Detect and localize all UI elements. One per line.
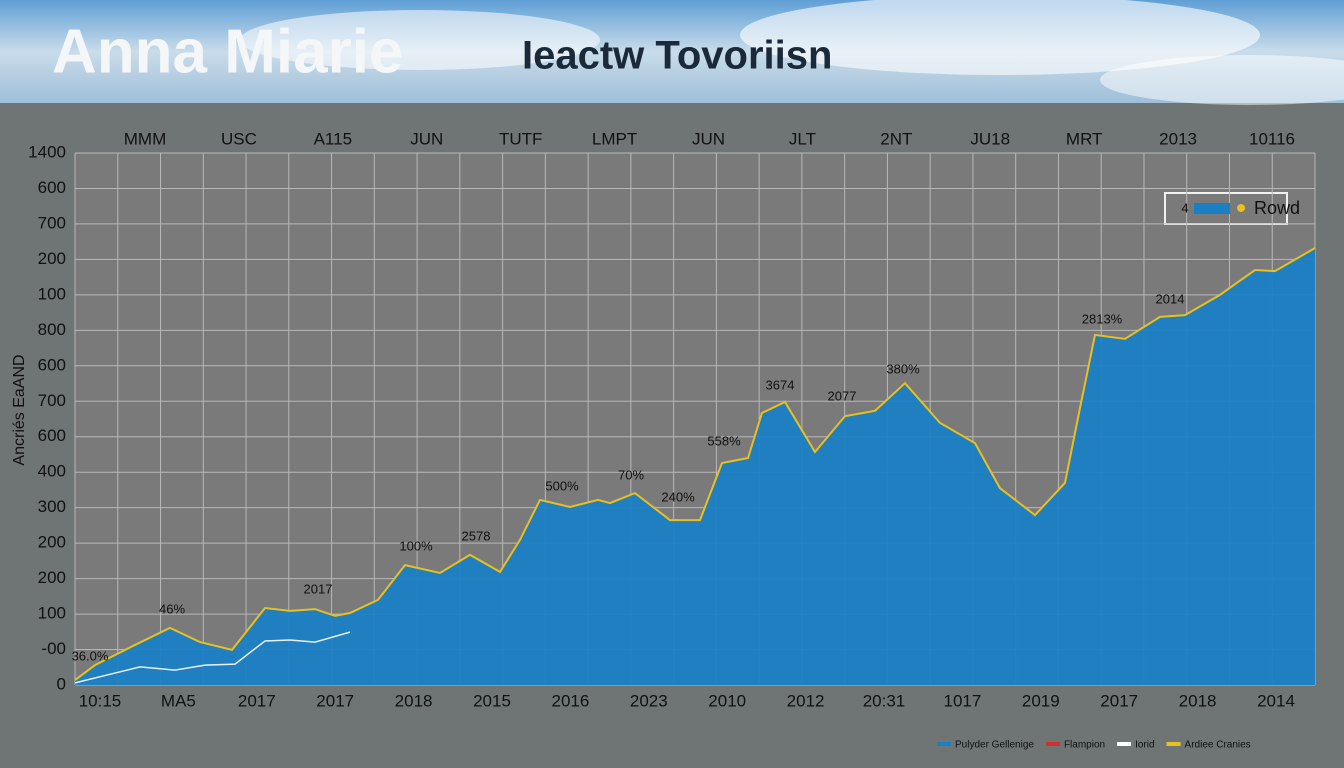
annotation: 100% <box>399 538 433 553</box>
y-tick-label: 100 <box>38 284 66 303</box>
x-tick-label: 2017 <box>238 691 276 710</box>
top-label: MMM <box>124 129 166 148</box>
annotation: 500% <box>545 478 579 493</box>
top-label: 10116 <box>1249 129 1295 148</box>
y-tick-label: 700 <box>38 391 66 410</box>
y-tick-label: 800 <box>38 320 66 339</box>
chart-title: Anna Miarie <box>52 17 403 86</box>
annotation: 36.0% <box>72 648 109 663</box>
annotation: 380% <box>886 361 920 376</box>
top-label: JUN <box>692 129 725 148</box>
x-tick-label: 2017 <box>316 691 354 710</box>
chart-subtitle: Ieactw Tovoriisn <box>522 34 832 78</box>
y-tick-label: 0 <box>57 674 66 693</box>
x-tick-label: 2018 <box>395 691 433 710</box>
y-tick-label: 200 <box>38 533 66 552</box>
x-tick-label: 2014 <box>1257 691 1295 710</box>
x-tick-label: 2010 <box>708 691 746 710</box>
y-tick-label: 200 <box>38 249 66 268</box>
bottom-legend-swatch <box>1045 742 1060 746</box>
bottom-legend-swatch <box>1166 742 1181 746</box>
annotation: 2017 <box>304 581 333 596</box>
y-tick-label: 600 <box>38 178 66 197</box>
legend-swatch <box>1194 203 1230 214</box>
area <box>75 248 1315 685</box>
bottom-legend-label: Flampion <box>1064 740 1105 751</box>
annotation: 2014 <box>1156 291 1185 306</box>
top-label: JLT <box>789 129 816 148</box>
x-tick-label: 2012 <box>787 691 825 710</box>
y-tick-label: 600 <box>38 426 66 445</box>
top-label: 2NT <box>880 129 912 148</box>
annotation: 2578 <box>462 528 491 543</box>
top-label: LMPT <box>592 129 637 148</box>
annotation: 46% <box>159 601 185 616</box>
top-label: 2013 <box>1159 129 1197 148</box>
x-tick-label: 2019 <box>1022 691 1060 710</box>
top-label: JU18 <box>970 129 1010 148</box>
annotation: 2077 <box>828 388 857 403</box>
legend-dot <box>1237 204 1245 212</box>
x-tick-label: MA5 <box>161 691 196 710</box>
y-tick-label: 700 <box>38 213 66 232</box>
x-tick-label: 20:31 <box>863 691 906 710</box>
legend-label: Rowd <box>1254 198 1300 218</box>
line <box>74 631 351 684</box>
x-tick-label: 2023 <box>630 691 668 710</box>
annotation: 240% <box>661 489 695 504</box>
x-tick-label: 10:15 <box>79 691 122 710</box>
y-tick-label: 100 <box>38 604 66 623</box>
line <box>74 247 1316 681</box>
y-axis-label: Ancriés EaAND <box>11 354 28 465</box>
y-tick-label: 300 <box>38 497 66 516</box>
annotation: 558% <box>707 433 741 448</box>
x-tick-label: 1017 <box>943 691 981 710</box>
x-tick-label: 2015 <box>473 691 511 710</box>
top-label: MRT <box>1066 129 1103 148</box>
top-label: A115 <box>314 129 352 148</box>
bottom-legend-label: Pulyder Gellenige <box>955 740 1034 751</box>
cloud <box>240 10 600 70</box>
annotation: 70% <box>618 467 644 482</box>
top-label: TUTF <box>499 129 542 148</box>
top-label: JUN <box>410 129 443 148</box>
cloud <box>740 0 1260 75</box>
annotation: 2813% <box>1082 311 1123 326</box>
bottom-legend-label: Iorid <box>1135 740 1154 751</box>
y-tick-label: 200 <box>38 568 66 587</box>
y-tick-label: 1400 <box>28 142 66 161</box>
x-tick-label: 2017 <box>1100 691 1138 710</box>
annotation: 3674 <box>766 377 795 392</box>
y-tick-label: 600 <box>38 355 66 374</box>
y-tick-label: 400 <box>38 462 66 481</box>
x-tick-label: 2016 <box>551 691 589 710</box>
bottom-legend-swatch <box>937 742 951 746</box>
legend-marker: 4 <box>1181 200 1188 215</box>
x-tick-label: 2018 <box>1179 691 1217 710</box>
y-tick-label: -00 <box>41 639 66 658</box>
top-label: USC <box>221 129 257 148</box>
cloud <box>1100 55 1344 105</box>
bottom-legend-swatch <box>1117 742 1132 746</box>
bottom-legend-label: Ardiee Cranies <box>1185 740 1251 751</box>
